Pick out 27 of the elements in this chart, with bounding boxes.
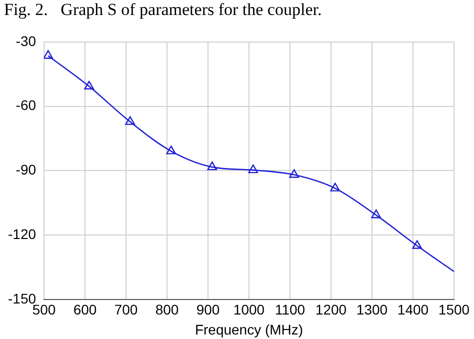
x-tick-label: 700 — [114, 302, 138, 318]
x-tick-label: 1300 — [356, 302, 388, 318]
x-tick-label: 1500 — [438, 302, 470, 318]
x-tick-label: 1100 — [274, 302, 306, 318]
y-tick-label: -150 — [8, 290, 36, 306]
x-tick-label: 1200 — [315, 302, 347, 318]
x-tick-label: 1400 — [397, 302, 429, 318]
point — [44, 50, 54, 59]
x-tick-label: 900 — [196, 302, 220, 318]
y-tick-label: -90 — [16, 162, 36, 178]
point — [289, 169, 300, 178]
x-tick-label: 600 — [73, 302, 97, 318]
y-tick-label: -30 — [16, 32, 36, 49]
x-tick-label: 1000 — [233, 302, 265, 318]
y-tick-label: -60 — [16, 97, 36, 114]
y-tick-label: -120 — [8, 226, 36, 242]
point — [207, 161, 218, 170]
point — [371, 210, 382, 218]
point — [412, 240, 422, 249]
chart-title: Fig. 2. Graph S of parameters for the coupler. — [4, 0, 322, 20]
point — [166, 146, 176, 154]
point — [84, 80, 94, 90]
x-axis-title: Frequency (MHz) — [194, 321, 304, 338]
point — [330, 182, 340, 192]
x-tick-label: 800 — [155, 302, 179, 318]
point — [248, 164, 258, 174]
point — [125, 116, 136, 125]
